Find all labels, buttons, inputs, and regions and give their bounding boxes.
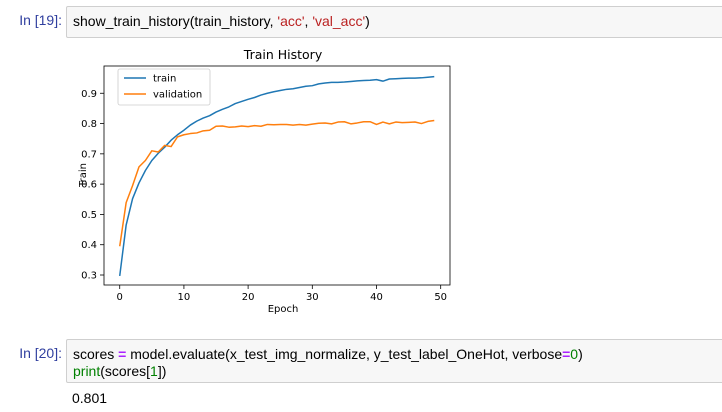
y-tick-label: 0.8 bbox=[81, 119, 97, 130]
x-tick-label: 20 bbox=[242, 292, 255, 303]
code-line: show_train_history(train_history, 'acc',… bbox=[73, 13, 717, 30]
legend-label-validation: validation bbox=[153, 90, 202, 101]
cell-output-20: 0.801 bbox=[72, 390, 108, 406]
code-cell-19[interactable]: show_train_history(train_history, 'acc',… bbox=[66, 6, 722, 38]
code-line: scores = model.evaluate(x_test_img_norma… bbox=[73, 346, 717, 363]
legend-label-train: train bbox=[153, 74, 176, 85]
input-prompt-19: In [19]: bbox=[19, 12, 62, 28]
x-tick-label: 10 bbox=[178, 292, 191, 303]
axis-ticks: 0 10 20 30 40 50 0.3 0.4 0.5 0.6 0.7 0.8 0.9 bbox=[81, 89, 447, 303]
code-text: , bbox=[304, 13, 313, 29]
x-tick-label: 30 bbox=[306, 292, 319, 303]
plot-frame bbox=[103, 65, 451, 286]
code-text: (scores[ bbox=[100, 363, 151, 379]
y-tick-label: 0.7 bbox=[81, 149, 97, 160]
builtin-function: print bbox=[73, 363, 101, 379]
y-tick-label: 0.3 bbox=[81, 271, 97, 282]
x-tick-label: 50 bbox=[434, 292, 447, 303]
y-tick-label: 0.5 bbox=[81, 210, 97, 221]
code-text: model.evaluate(x_test_img_normalize, y_t… bbox=[126, 346, 563, 362]
string-literal: 'acc' bbox=[277, 13, 305, 29]
code-text: ]) bbox=[157, 363, 167, 379]
string-literal: 'val_acc' bbox=[312, 13, 366, 29]
chart-svg: Train History 0 10 20 30 40 50 0.3 0.4 0.5 0.6 0.7… bbox=[78, 47, 451, 315]
x-tick-label: 0 bbox=[117, 292, 123, 303]
code-line: print(scores[1]) bbox=[73, 363, 717, 380]
series-line-train bbox=[118, 75, 435, 277]
code-text: ) bbox=[578, 346, 583, 362]
legend: train validation bbox=[117, 68, 211, 106]
code-text: show_train_history(train_history, bbox=[73, 13, 278, 29]
y-tick-label: 0.6 bbox=[81, 180, 97, 191]
code-text: scores bbox=[73, 346, 119, 362]
chart-title: Train History bbox=[243, 47, 323, 62]
y-tick-label: 0.9 bbox=[81, 89, 97, 100]
y-tick-label: 0.4 bbox=[81, 240, 97, 251]
code-text: ) bbox=[365, 13, 370, 29]
input-prompt-20: In [20]: bbox=[19, 345, 62, 361]
operator: = bbox=[118, 346, 127, 362]
x-axis-label: Epoch bbox=[268, 304, 299, 315]
series-lines bbox=[118, 75, 435, 277]
number-literal: 1 bbox=[150, 363, 158, 379]
series-line-validation bbox=[118, 119, 435, 247]
x-tick-label: 40 bbox=[370, 292, 383, 303]
code-cell-20[interactable]: scores = model.evaluate(x_test_img_norma… bbox=[66, 339, 722, 383]
y-axis-label: Train bbox=[78, 163, 89, 188]
number-literal: 0 bbox=[570, 346, 579, 362]
operator: = bbox=[562, 346, 571, 362]
train-history-plot: Train History 0 10 20 30 40 50 0.3 0.4 0.5 0.6 0.7… bbox=[72, 44, 458, 316]
